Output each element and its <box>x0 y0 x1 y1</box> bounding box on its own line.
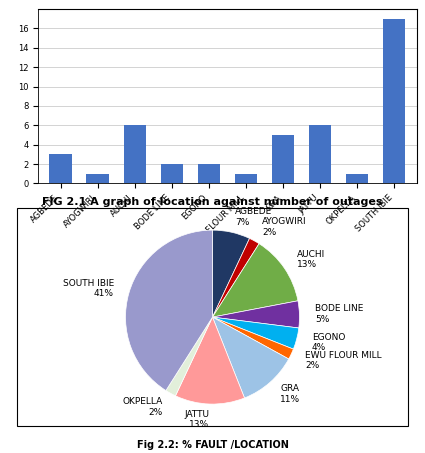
Wedge shape <box>212 301 300 328</box>
Text: OKPELLA
2%: OKPELLA 2% <box>123 397 163 417</box>
Wedge shape <box>176 317 244 404</box>
Text: EGONO
4%: EGONO 4% <box>312 333 345 352</box>
Bar <box>86 174 109 183</box>
Bar <box>235 174 257 183</box>
Text: Fig 2.2: % FAULT /LOCATION: Fig 2.2: % FAULT /LOCATION <box>136 440 289 450</box>
Wedge shape <box>212 244 298 317</box>
Wedge shape <box>212 238 259 317</box>
Wedge shape <box>212 317 289 398</box>
Text: AUCHI
13%: AUCHI 13% <box>298 250 326 269</box>
Wedge shape <box>166 317 212 396</box>
Text: EWU FLOUR MILL
2%: EWU FLOUR MILL 2% <box>306 351 382 371</box>
Text: FIG 2.1 A graph of location against number of outages: FIG 2.1 A graph of location against numb… <box>42 197 383 207</box>
Wedge shape <box>212 230 249 317</box>
Bar <box>161 164 183 183</box>
Wedge shape <box>125 230 212 390</box>
Bar <box>309 125 331 183</box>
Wedge shape <box>212 317 299 349</box>
Text: GRA
11%: GRA 11% <box>280 385 300 404</box>
Text: SOUTH IBIE
41%: SOUTH IBIE 41% <box>63 279 114 298</box>
Text: AGBEDE
7%: AGBEDE 7% <box>235 207 272 226</box>
Text: AYOGWIRI
2%: AYOGWIRI 2% <box>262 217 306 237</box>
Bar <box>49 154 72 183</box>
Wedge shape <box>212 317 293 359</box>
Bar <box>198 164 220 183</box>
Text: JATTU
13%: JATTU 13% <box>184 410 209 429</box>
Text: BODE LINE
5%: BODE LINE 5% <box>315 304 363 323</box>
Bar <box>124 125 146 183</box>
Bar <box>383 19 405 183</box>
Bar <box>346 174 368 183</box>
Bar <box>272 135 294 183</box>
